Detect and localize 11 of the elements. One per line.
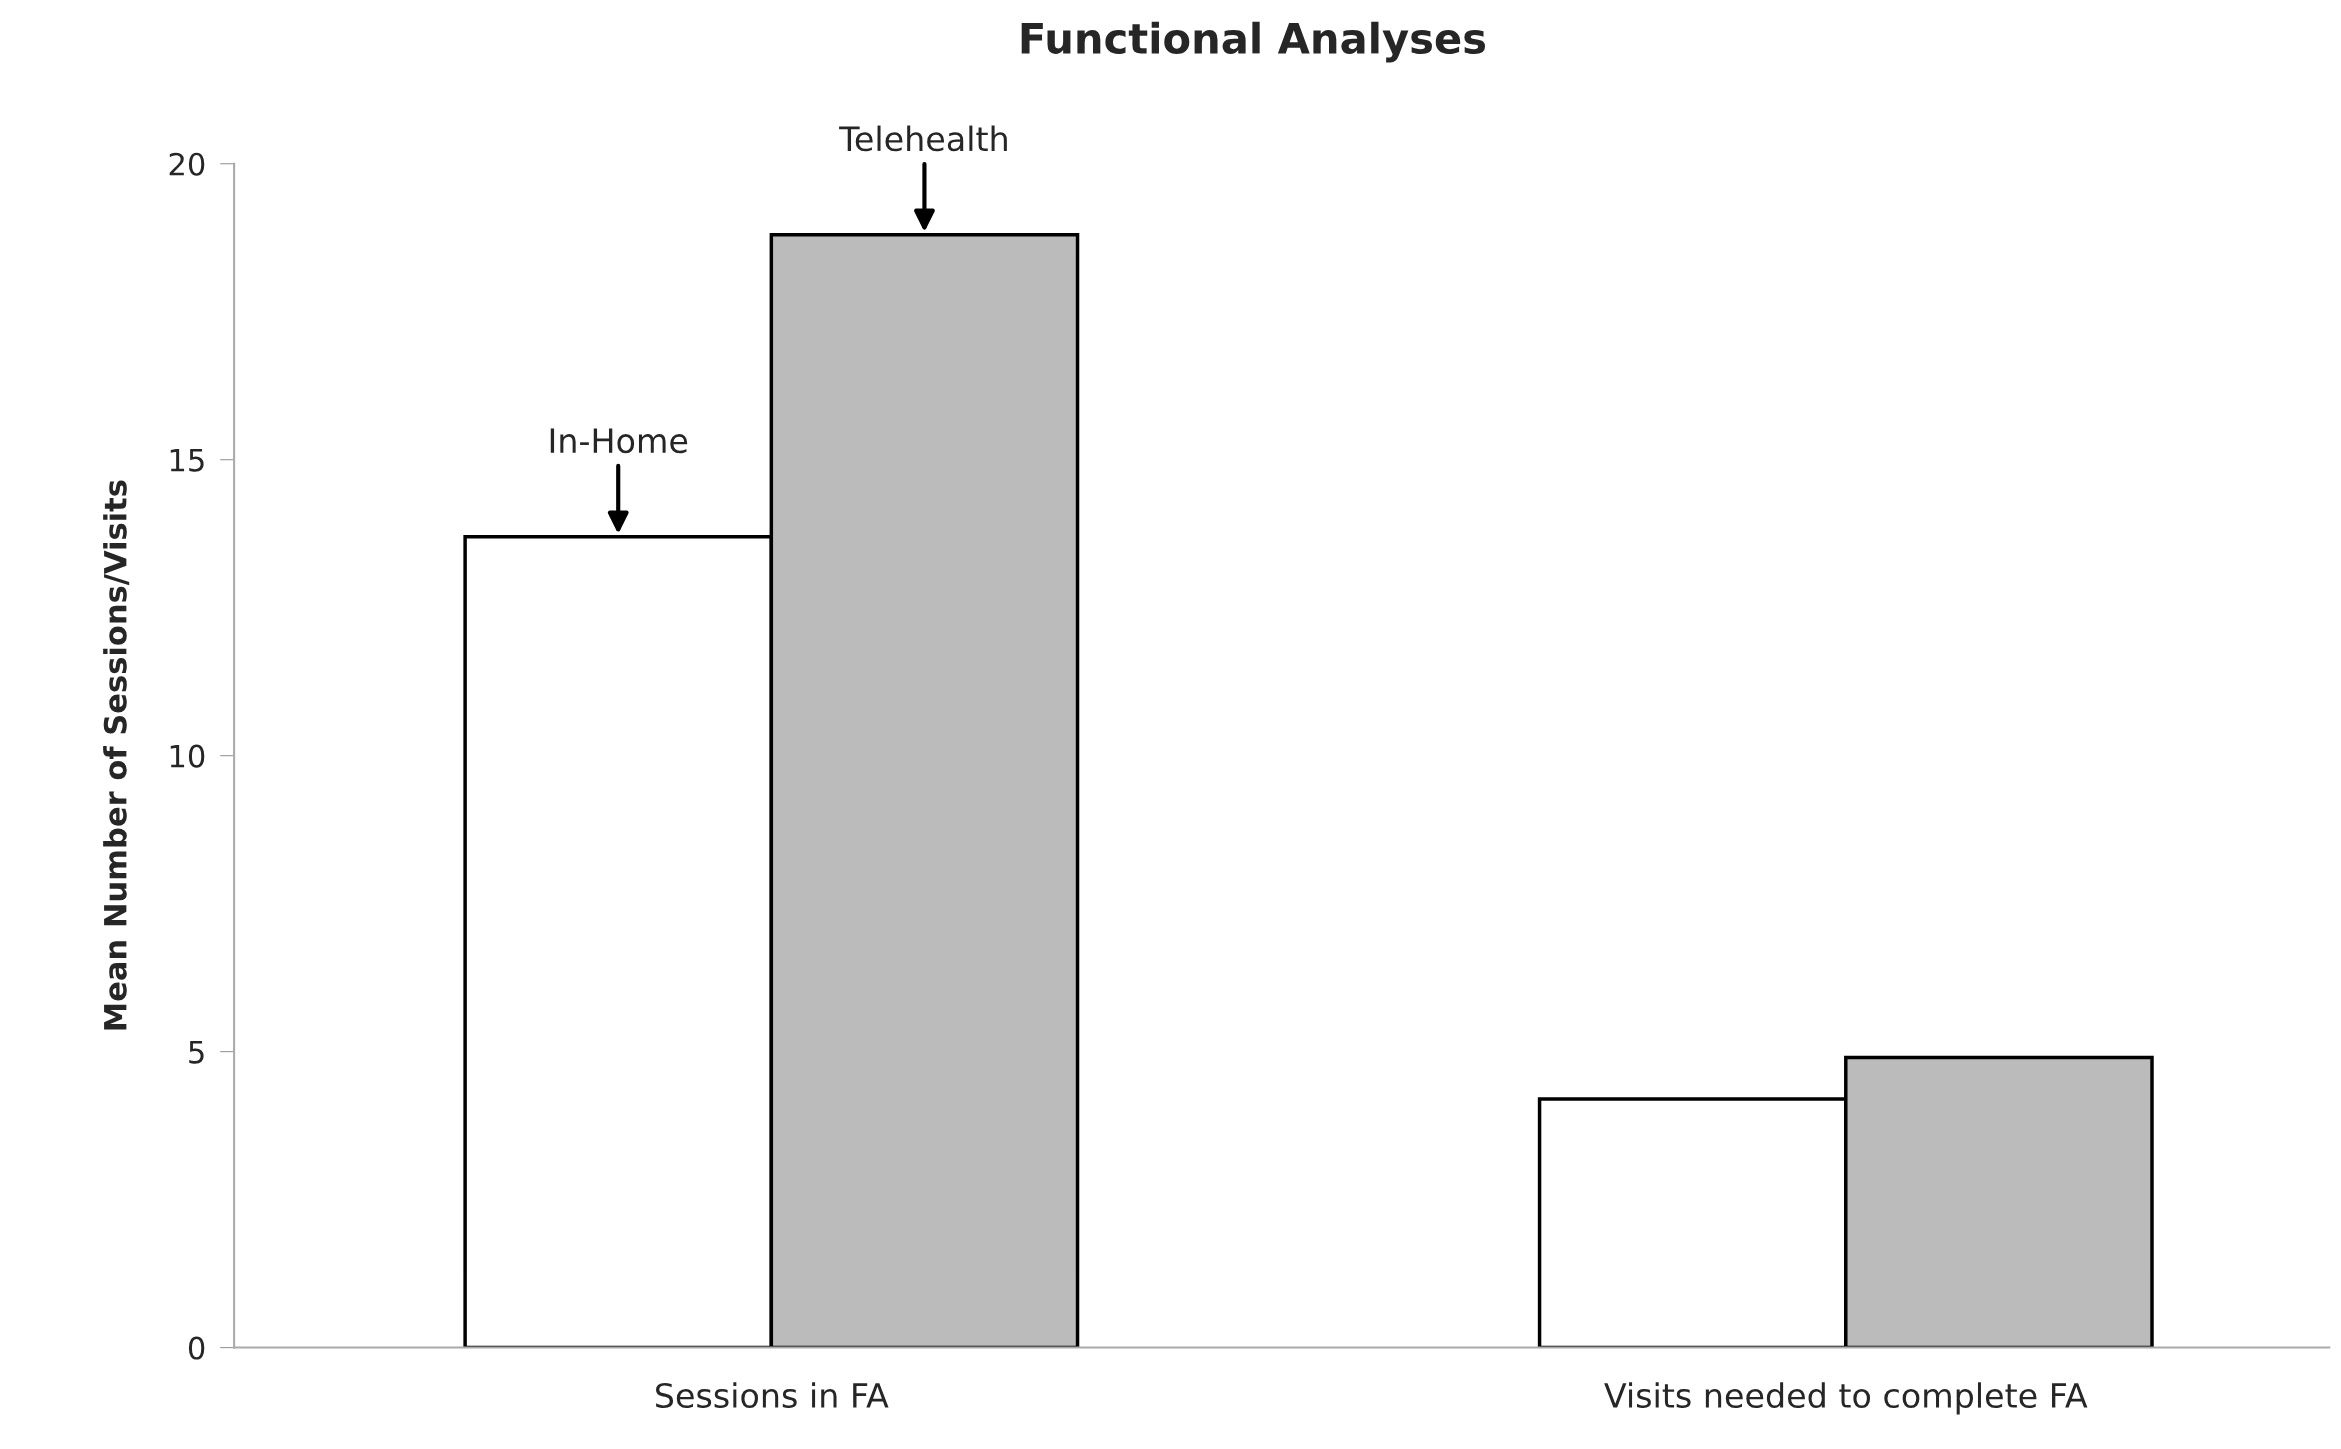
text: In-Home: [550, 428, 688, 454]
x-tick-label: Visits needed to complete FA: [1604, 1382, 2088, 1415]
chart-title: Functional Analyses: [1021, 21, 1486, 63]
y-tick-label: 15: [170, 449, 204, 472]
x-tick-label: Sessions in FA: [656, 1382, 889, 1409]
y-tick-label: 10: [170, 744, 205, 768]
y-tick-label: 0: [188, 1336, 205, 1360]
text: Telehealth: [839, 125, 1007, 152]
y-tick-label: 20: [169, 152, 205, 176]
y-axis-title: Mean Number of Sessions/Visits: [103, 480, 130, 1030]
y-tick-label: 5: [189, 1040, 204, 1064]
